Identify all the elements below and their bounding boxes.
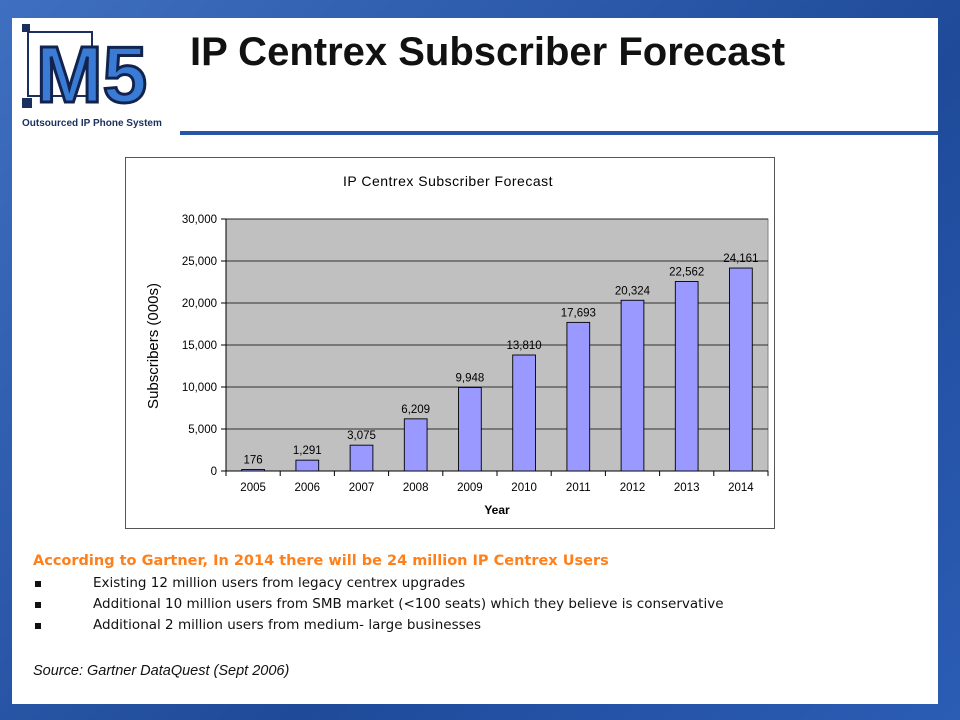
bullet-list: Existing 12 million users from legacy ce… <box>33 573 933 636</box>
data-label: 22,562 <box>669 266 704 278</box>
bullet-square-icon <box>35 623 41 629</box>
bullet-text: Additional 2 million users from medium- … <box>93 617 482 633</box>
bar <box>295 459 320 472</box>
x-tick-label: 2011 <box>566 482 591 494</box>
bar-chart: 0 5,000 10,000 15,000 20,000 25,000 30,000 176 2… <box>145 173 769 517</box>
data-label: 20,324 <box>615 285 651 297</box>
data-label: 3,075 <box>347 430 376 442</box>
bar <box>512 354 536 472</box>
bullet-text: Additional 10 million users from SMB mar… <box>93 596 724 612</box>
x-tick-label: 2005 <box>240 482 266 494</box>
x-tick-label: 2014 <box>728 482 754 494</box>
bar <box>566 321 591 472</box>
y-tick-label: 20,000 <box>182 298 217 310</box>
bullet-square-icon <box>35 581 41 587</box>
data-label: 176 <box>244 455 263 467</box>
bullet-item: Additional 10 million users from SMB mar… <box>33 594 933 615</box>
data-label: 24,161 <box>723 253 758 265</box>
bar <box>403 418 428 472</box>
bar <box>349 444 374 472</box>
y-axis-label: Subscribers (000s) <box>145 283 162 409</box>
m5-logo: M5 Outsourced IP Phone System <box>18 20 176 132</box>
x-axis-label: Year <box>484 503 510 517</box>
bar <box>458 386 482 472</box>
data-label: 13,810 <box>507 340 542 352</box>
chart-container: 0 5,000 10,000 15,000 20,000 25,000 30,000 176 2… <box>125 157 775 529</box>
y-tick-label: 30,000 <box>182 214 217 226</box>
summary-section: According to Gartner, In 2014 there will… <box>33 553 933 636</box>
headline: According to Gartner, In 2014 there will… <box>33 553 609 569</box>
header-rule <box>180 131 938 135</box>
data-label: 9,948 <box>456 372 485 384</box>
x-tick-label: 2013 <box>674 482 700 494</box>
y-tick-label: 15,000 <box>182 340 217 352</box>
source-note: Source: Gartner DataQuest (Sept 2006) <box>33 663 290 679</box>
bar <box>620 299 645 472</box>
page-title: IP Centrex Subscriber Forecast <box>190 30 786 74</box>
x-tick-label: 2009 <box>457 482 483 494</box>
data-label: 1,291 <box>293 445 322 457</box>
bar <box>674 281 699 472</box>
bullet-square-icon <box>35 602 41 608</box>
y-tick-label: 10,000 <box>182 382 217 394</box>
y-tick-label: 5,000 <box>188 424 217 436</box>
x-tick-label: 2012 <box>620 482 646 494</box>
bullet-text: Existing 12 million users from legacy ce… <box>93 575 466 591</box>
bar <box>241 469 265 472</box>
bullet-item: Existing 12 million users from legacy ce… <box>33 573 933 594</box>
y-tick-label: 25,000 <box>182 256 217 268</box>
m5-logo-graphic: M5 <box>22 24 149 120</box>
chart-title: IP Centrex Subscriber Forecast <box>343 173 553 189</box>
y-tick-label: 0 <box>211 466 217 478</box>
bar <box>729 267 753 472</box>
x-tick-label: 2010 <box>511 482 537 494</box>
logo-caption: Outsourced IP Phone System <box>22 118 162 129</box>
data-label: 6,209 <box>401 404 430 416</box>
logo-text: M5 <box>36 30 147 119</box>
x-tick-label: 2008 <box>403 482 429 494</box>
x-tick-label: 2007 <box>349 482 375 494</box>
data-label: 17,693 <box>561 307 596 319</box>
bullet-item: Additional 2 million users from medium- … <box>33 615 933 636</box>
x-tick-label: 2006 <box>295 482 321 494</box>
